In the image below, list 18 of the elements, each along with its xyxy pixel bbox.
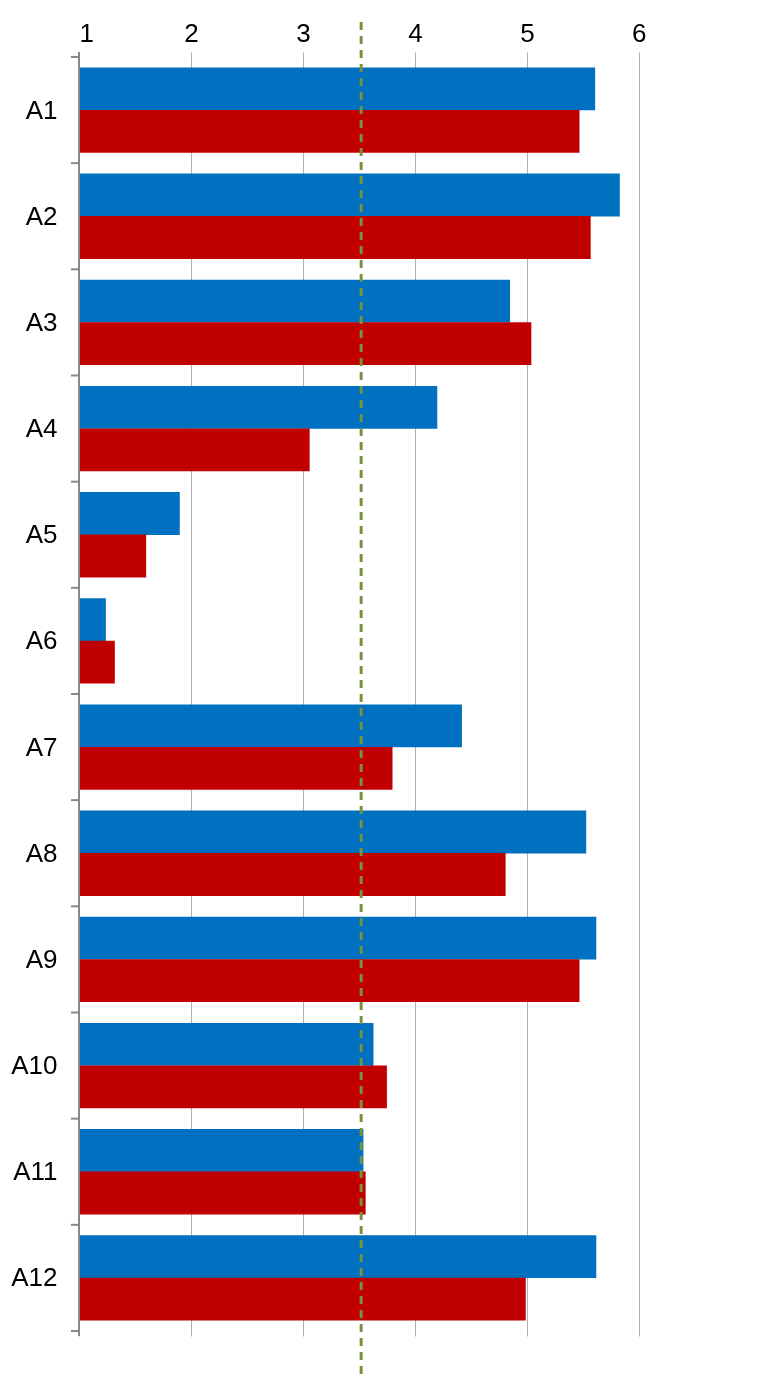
x-tick-label: 2 — [184, 17, 199, 48]
y-tick-label: A6 — [25, 625, 58, 656]
x-tick-label: 1 — [79, 17, 94, 48]
y-tick-label: A2 — [25, 200, 58, 231]
y-tick-label: A3 — [25, 306, 58, 337]
x-tick-label: 4 — [408, 17, 423, 48]
y-tick-label: A4 — [25, 413, 58, 444]
y-tick-label: A9 — [25, 943, 58, 974]
y-tick-label: A5 — [25, 519, 58, 550]
y-tick-label: A8 — [25, 837, 58, 868]
x-tick-label: 6 — [632, 17, 647, 48]
y-tick-label: A1 — [25, 94, 58, 125]
x-tick-label: 5 — [520, 17, 535, 48]
y-tick-label: A11 — [13, 1156, 58, 1187]
y-tick-label: A7 — [25, 731, 58, 762]
y-tick-label: A10 — [11, 1050, 58, 1081]
y-tick-label: A12 — [11, 1262, 58, 1293]
x-tick-label: 3 — [296, 17, 311, 48]
